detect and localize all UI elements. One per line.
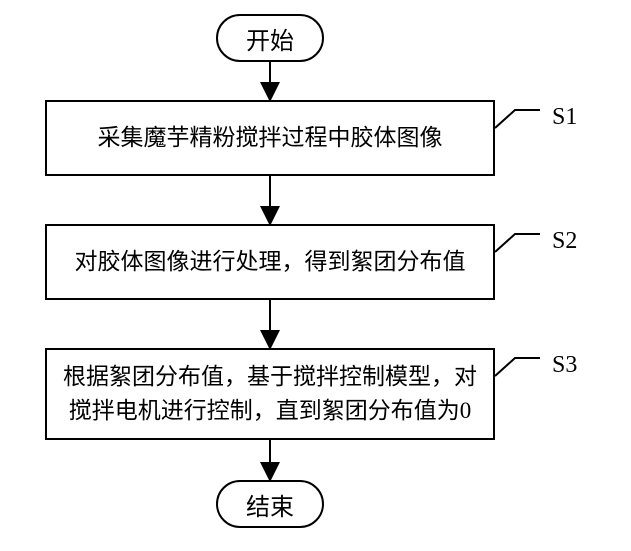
flowchart-connectors	[0, 0, 631, 551]
label-connector	[495, 234, 540, 252]
label-connector	[495, 358, 540, 376]
label-connector	[495, 110, 540, 128]
